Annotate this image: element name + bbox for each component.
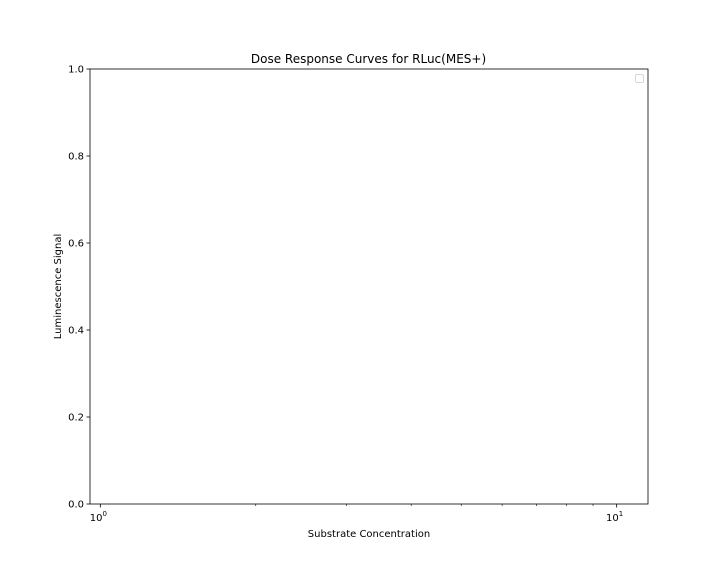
- y-tick-label: 0.6: [68, 239, 84, 250]
- x-axis: 100 101: [90, 504, 623, 524]
- y-axis: 0.0 0.2 0.4 0.6 0.8 1.0: [68, 65, 90, 511]
- legend-box: [635, 74, 644, 83]
- x-axis-label: Substrate Concentration: [308, 529, 430, 540]
- y-tick-label: 0.8: [68, 152, 84, 163]
- y-axis-label: Luminescence Signal: [53, 234, 64, 340]
- y-tick-label: 0.2: [68, 413, 84, 424]
- y-tick-label: 0.0: [68, 500, 84, 511]
- plot-area: [89, 68, 649, 505]
- chart-title: Dose Response Curves for RLuc(MES+): [251, 52, 486, 66]
- y-tick-label: 1.0: [68, 65, 84, 76]
- y-tick-label: 0.4: [68, 326, 84, 337]
- x-tick-label: 100: [90, 510, 107, 524]
- x-tick-label: 101: [606, 510, 623, 524]
